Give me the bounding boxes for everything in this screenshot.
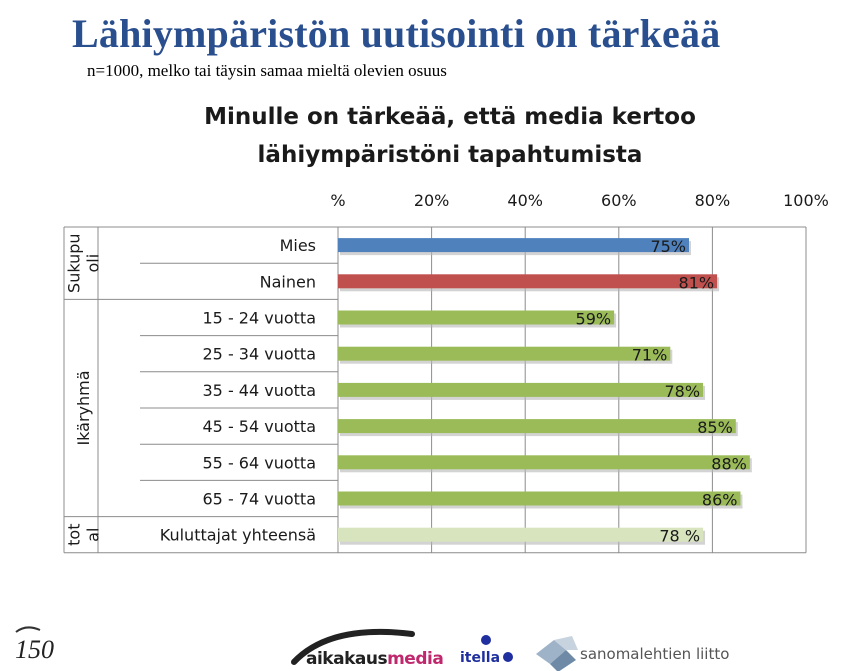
group-label-line: Sukupu	[65, 233, 84, 293]
sanomalehtien-liitto-logo: sanomalehtien liitto	[536, 636, 729, 671]
category-label: 45 - 54 vuotta	[203, 417, 317, 436]
group-label-line: Ikäryhmä	[74, 370, 93, 445]
chart-title: Minulle on tärkeää, että media kertoo lä…	[150, 98, 750, 174]
x-tick-label: 20%	[414, 191, 450, 210]
x-tick-label: 80%	[695, 191, 731, 210]
category-label: 15 - 24 vuotta	[203, 309, 317, 328]
group-label: total	[65, 524, 103, 546]
category-label: 55 - 64 vuotta	[203, 453, 317, 472]
data-label: 88%	[711, 454, 747, 473]
x-tick-label: 100%	[783, 191, 829, 210]
itella-logo-text: itella	[460, 650, 500, 666]
anniversary-logo-text: 150	[15, 635, 54, 664]
group-label-line: al	[84, 528, 103, 542]
data-label: 59%	[576, 310, 612, 329]
x-tick-label: 60%	[601, 191, 637, 210]
category-label: Nainen	[260, 272, 316, 291]
chart-title-line: lähiympäristöni tapahtumista	[257, 142, 643, 168]
data-label: 86%	[702, 491, 738, 510]
slide-subtitle: n=1000, melko tai täysin samaa mieltä ol…	[87, 61, 447, 80]
bar	[338, 419, 736, 434]
bar	[338, 310, 615, 325]
aikakausmedia-logo-accent: media	[387, 649, 443, 669]
bar	[338, 238, 689, 253]
group-label-line: tot	[65, 524, 84, 546]
sanomalehtien-liitto-logo-text: sanomalehtien liitto	[580, 645, 729, 663]
slide-title: Lähiympäristön uutisointi on tärkeää	[72, 11, 721, 56]
group-label: Ikäryhmä	[74, 370, 93, 445]
bar	[338, 527, 704, 542]
chart-title-line: Minulle on tärkeää, että media kertoo	[204, 104, 696, 130]
bar	[338, 274, 718, 289]
category-label: Mies	[280, 236, 316, 255]
data-label: 78%	[664, 382, 700, 401]
bar	[338, 455, 750, 470]
bar	[338, 382, 704, 397]
category-label: 35 - 44 vuotta	[203, 381, 317, 400]
bar	[338, 346, 671, 361]
aikakausmedia-logo: aikakausmedia	[291, 629, 444, 669]
data-label: 81%	[679, 273, 715, 292]
labels: % 20% 40% 60% 80% 100% Mies 75% Nainen 81% Sukupuo…	[65, 191, 829, 546]
aikakausmedia-logo-dark: aikakaus	[306, 649, 387, 669]
data-label: 75%	[650, 237, 686, 256]
data-label: 78 %	[659, 527, 700, 546]
anniversary-logo-icon: 150	[15, 626, 54, 664]
x-tick-label: 40%	[507, 191, 543, 210]
data-label: 85%	[697, 418, 733, 437]
x-tick-label: %	[330, 191, 345, 210]
category-label: Kuluttajat yhteensä	[160, 526, 316, 545]
group-label-line: oli	[84, 254, 103, 273]
data-label: 71%	[632, 346, 668, 365]
category-label: 65 - 74 vuotta	[203, 490, 317, 509]
category-label: 25 - 34 vuotta	[203, 345, 317, 364]
itella-logo: itella	[460, 635, 513, 666]
svg-text:aikakausmedia: aikakausmedia	[306, 649, 443, 669]
bar	[338, 491, 741, 506]
group-label: Sukupuoli	[65, 233, 103, 293]
bars	[338, 238, 752, 545]
